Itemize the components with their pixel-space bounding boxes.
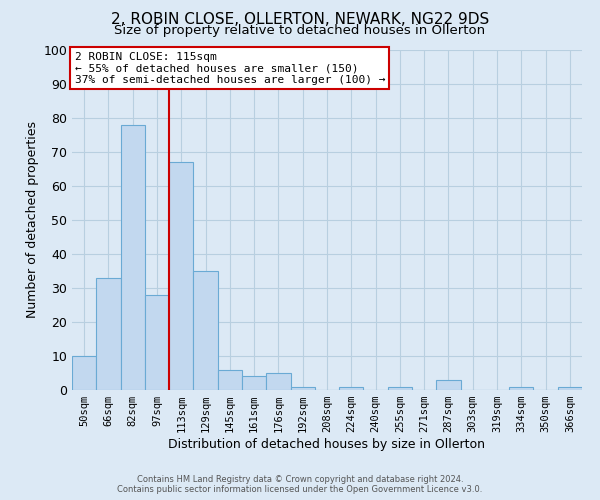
Bar xyxy=(218,370,242,390)
X-axis label: Distribution of detached houses by size in Ollerton: Distribution of detached houses by size … xyxy=(169,438,485,451)
Text: Contains HM Land Registry data © Crown copyright and database right 2024.
Contai: Contains HM Land Registry data © Crown c… xyxy=(118,474,482,494)
Bar xyxy=(509,386,533,390)
Bar xyxy=(339,386,364,390)
Bar xyxy=(169,162,193,390)
Bar xyxy=(96,278,121,390)
Bar xyxy=(388,386,412,390)
Bar xyxy=(242,376,266,390)
Bar xyxy=(145,295,169,390)
Bar xyxy=(266,373,290,390)
Text: Size of property relative to detached houses in Ollerton: Size of property relative to detached ho… xyxy=(115,24,485,37)
Bar xyxy=(193,271,218,390)
Bar xyxy=(436,380,461,390)
Bar xyxy=(72,356,96,390)
Text: 2 ROBIN CLOSE: 115sqm
← 55% of detached houses are smaller (150)
37% of semi-det: 2 ROBIN CLOSE: 115sqm ← 55% of detached … xyxy=(74,52,385,85)
Bar xyxy=(121,125,145,390)
Y-axis label: Number of detached properties: Number of detached properties xyxy=(26,122,39,318)
Text: 2, ROBIN CLOSE, OLLERTON, NEWARK, NG22 9DS: 2, ROBIN CLOSE, OLLERTON, NEWARK, NG22 9… xyxy=(111,12,489,28)
Bar xyxy=(290,386,315,390)
Bar xyxy=(558,386,582,390)
